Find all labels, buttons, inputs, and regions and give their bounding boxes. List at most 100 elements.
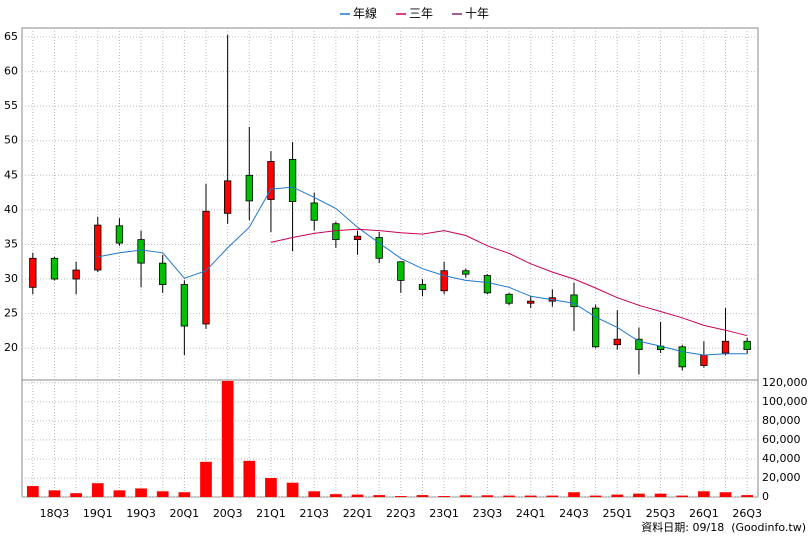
volume-bar — [243, 460, 256, 497]
candle-body — [72, 269, 80, 280]
y-tick-label: 20 — [4, 341, 18, 354]
volume-bar — [373, 495, 386, 497]
candle-body — [50, 257, 59, 280]
y-tick-label: 25 — [4, 307, 18, 320]
volume-bar — [654, 493, 667, 497]
y-tick-label: 50 — [4, 134, 18, 147]
candle-body — [223, 180, 232, 214]
x-tick-label: 23Q1 — [429, 507, 459, 520]
y-tick-label: 45 — [4, 168, 18, 181]
volume-bar — [438, 496, 450, 497]
volume-bar — [265, 477, 277, 497]
candle-body — [592, 307, 600, 348]
volume-bar — [741, 495, 754, 497]
candle-body — [721, 340, 730, 354]
volume-bar — [394, 496, 407, 497]
volume-bar — [91, 483, 104, 497]
volume-bar — [633, 493, 645, 497]
y-tick-label: 30 — [4, 272, 18, 285]
candle-body — [310, 202, 318, 221]
series-line — [270, 228, 748, 337]
candle-body — [483, 275, 492, 294]
source-note: 資料日期: 09/18 (Goodinfo.tw) — [641, 520, 806, 534]
candle-body — [29, 257, 37, 288]
candle-body — [743, 340, 751, 350]
candle-body — [418, 284, 427, 290]
volume-bar — [676, 495, 689, 497]
volume-bar — [221, 380, 234, 497]
x-tick-label: 26Q3 — [732, 507, 762, 520]
candle-body — [505, 293, 513, 304]
volume-bar — [459, 495, 472, 497]
volume-bar — [416, 495, 429, 497]
candle-body — [353, 235, 362, 241]
volume-bar — [568, 492, 580, 497]
volume-bar — [546, 495, 559, 497]
candle-body — [678, 346, 686, 368]
x-tick-label: 22Q3 — [386, 507, 416, 520]
volume-bar — [308, 491, 321, 497]
candle-body — [440, 270, 448, 292]
volume-bar — [698, 491, 710, 497]
x-tick-label: 19Q1 — [83, 507, 113, 520]
candle-body — [267, 161, 275, 200]
x-tick-label: 24Q3 — [559, 507, 589, 520]
volume-bar — [611, 494, 624, 497]
volume-bar — [156, 491, 169, 497]
legend-label: 十年 — [465, 7, 489, 21]
volume-bar — [503, 495, 515, 497]
candle-body — [397, 261, 405, 281]
candle-body — [700, 354, 708, 366]
candle-body — [137, 239, 145, 264]
volume-bar — [719, 492, 732, 497]
volume-bar — [113, 490, 126, 497]
candle-body — [94, 224, 102, 271]
x-tick-label: 19Q3 — [126, 507, 156, 520]
plot-frame — [21, 27, 759, 498]
x-tick-label: 24Q1 — [516, 507, 546, 520]
candle-body — [245, 174, 253, 202]
candle-body — [159, 262, 167, 285]
volume-bar — [481, 495, 494, 497]
x-tick-label: 22Q1 — [343, 507, 373, 520]
volume-bar — [351, 494, 364, 497]
y2-tick-label: 40,000 — [762, 452, 801, 465]
y-tick-label: 55 — [4, 99, 18, 112]
candle-body — [613, 338, 621, 346]
legend-label: 三年 — [409, 7, 433, 21]
y2-tick-label: 0 — [762, 490, 769, 503]
candle-body — [462, 270, 470, 275]
x-tick-label: 20Q3 — [213, 507, 243, 520]
candle-body — [375, 237, 383, 259]
x-tick-label: 21Q3 — [299, 507, 329, 520]
y2-tick-label: 60,000 — [762, 433, 801, 446]
candle-body — [115, 225, 124, 244]
candle-body — [288, 158, 297, 202]
volume-bar — [524, 495, 537, 497]
y-tick-label: 65 — [4, 30, 18, 43]
legend-label: 年線 — [353, 6, 377, 21]
y-tick-label: 60 — [4, 65, 18, 78]
y-tick-label: 35 — [4, 237, 18, 250]
candle-body — [570, 294, 578, 308]
series-line — [97, 186, 748, 356]
volume-bar — [70, 493, 82, 497]
volume-bar — [48, 490, 61, 497]
candle-body — [332, 223, 340, 241]
x-tick-label: 21Q1 — [256, 507, 286, 520]
x-tick-label: 23Q3 — [473, 507, 503, 520]
volume-bar — [589, 495, 602, 497]
volume-bar — [178, 492, 191, 497]
x-tick-label: 25Q1 — [602, 507, 632, 520]
x-tick-label: 18Q3 — [40, 507, 70, 520]
y2-tick-label: 80,000 — [762, 414, 801, 427]
y2-tick-label: 20,000 — [762, 471, 801, 484]
candle-body — [180, 284, 188, 327]
x-tick-label: 20Q1 — [170, 507, 200, 520]
volume-bar — [26, 486, 39, 497]
candle-body — [635, 338, 643, 350]
y2-tick-label: 120,000 — [762, 376, 808, 389]
volume-bar — [286, 482, 299, 497]
x-tick-label: 25Q3 — [646, 507, 676, 520]
